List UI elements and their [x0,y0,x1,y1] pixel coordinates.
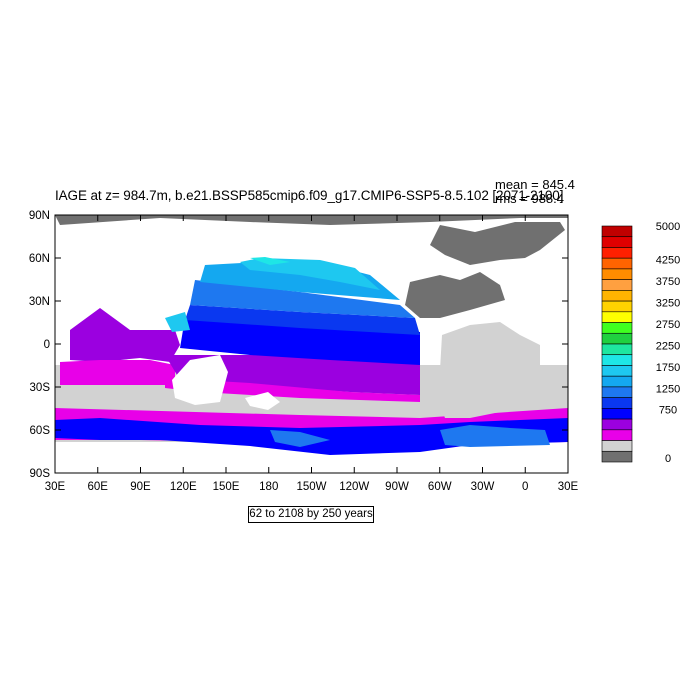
lon-tick-label: 30E [45,481,66,493]
plot-subtitle: 62 to 2108 by 250 years [248,506,374,523]
colorbar-box [601,300,633,313]
colorbar: 5000 4250 3750 3250 2750 2250 1750 1250 750 0 [601,221,680,465]
lon-tick-label: 90W [385,481,409,493]
field-magenta-indian-south [60,360,175,385]
lon-tick-label: 60W [428,481,452,493]
colorbar-box [601,279,633,291]
colorbar-box [601,397,633,409]
colorbar-box [601,225,633,238]
lat-tick-label: 0 [44,339,50,351]
lon-tick-label: 150W [296,481,326,493]
land-greenland-area [430,222,565,265]
colorbar-label: 3250 [656,297,680,309]
colorbar-box [601,354,633,366]
colorbar-box [601,429,633,441]
colorbar-box [601,365,633,377]
stat-rms: rms = 988.4 [495,191,565,206]
lon-tick-label: 90E [130,481,151,493]
land-north-america [405,272,505,318]
colorbar-box [601,290,633,302]
land-new-zealand-region [245,392,280,410]
colorbar-box [601,257,633,270]
colorbar-label: 5000 [656,221,680,233]
colorbar-label: 4250 [656,255,680,267]
colorbar-box [601,343,633,356]
colorbar-label: 3750 [656,276,680,288]
field-cyan-north-pacific [240,258,380,290]
field-purple-south-pacific [165,355,420,395]
colorbar-label: 2750 [656,319,680,331]
lat-tick-label: 30N [29,296,50,308]
colorbar-box [601,450,633,463]
lon-tick-label: 180 [259,481,278,493]
stat-mean: mean = 845.4 [495,177,575,192]
colorbar-box [601,322,633,334]
lat-tick-label: 30S [30,382,51,394]
field-blue2-equatorial [185,305,420,335]
colorbar-label: 1250 [656,383,680,395]
colorbar-label: 750 [659,405,677,417]
lat-tick-label: 60S [30,425,51,437]
colorbar-box [601,311,633,323]
colorbar-box [601,332,633,345]
lon-tick-label: 0 [522,481,528,493]
lat-tick-label: 60N [29,253,50,265]
lat-tick-label: 90S [30,468,51,480]
field-purple-indian [70,308,180,362]
colorbar-box [601,418,633,431]
lon-tick-label: 120E [170,481,197,493]
lon-tick-label: 60E [88,481,109,493]
field-low-south-atlantic [438,322,540,418]
colorbar-box [601,247,633,259]
colorbar-box [601,408,633,420]
axis-ticks: 30E 60E 90E 120E 150E 180 150W 120W 90W 60W 30W 0 30… [29,210,579,493]
field-midblue-north-pacific [190,280,415,318]
field-cyan-west-pacific [165,312,190,332]
land-australia [172,355,228,405]
colorbar-label: 2250 [656,340,680,352]
map-field [55,215,568,455]
field-midblue-weddell [440,425,550,447]
colorbar-box [601,440,633,452]
colorbar-box [601,268,633,280]
lat-tick-label: 90N [29,210,50,222]
colorbar-box [601,236,633,248]
plot-title: IAGE at z= 984.7m, b.e21.BSSP585cmip6.f0… [55,188,564,203]
colorbar-label: 0 [665,453,671,465]
colorbar-label: 1750 [656,362,680,374]
lon-tick-label: 150E [213,481,240,493]
colorbar-box [601,375,633,388]
field-cyan2-subpolar [250,257,290,265]
lon-tick-label: 120W [339,481,369,493]
field-midblue-ross [270,430,330,447]
lon-tick-label: 30W [471,481,495,493]
lon-tick-label: 30E [558,481,579,493]
colorbar-box [601,386,633,398]
field-magenta-pacific-south [165,378,420,402]
